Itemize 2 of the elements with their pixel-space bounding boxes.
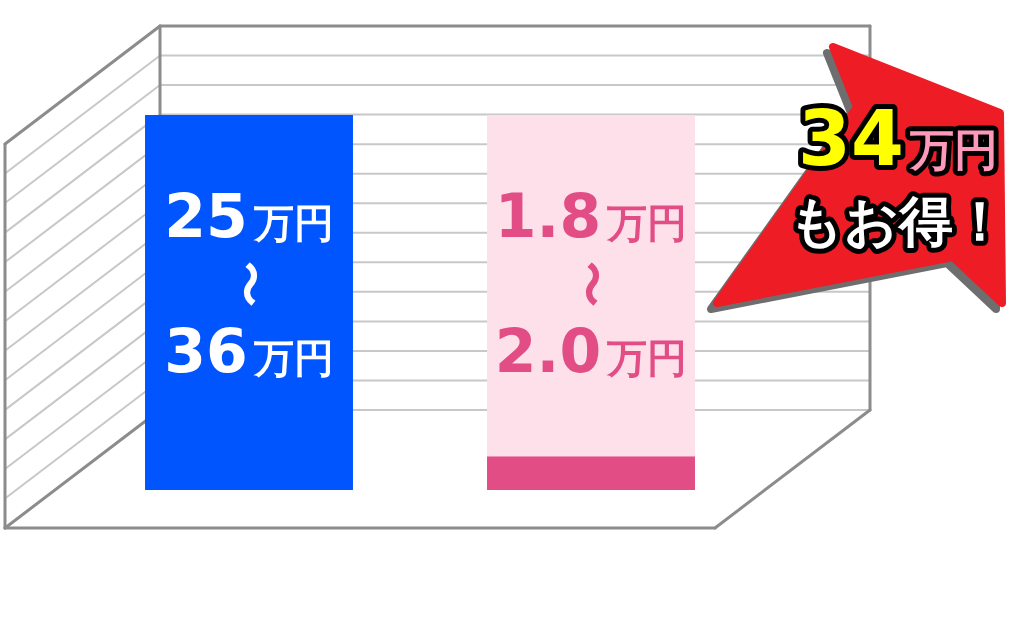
annotation: 1.8万円〜2.0万円 bbox=[494, 180, 688, 386]
annotation: 25万円〜36万円 bbox=[164, 180, 334, 386]
